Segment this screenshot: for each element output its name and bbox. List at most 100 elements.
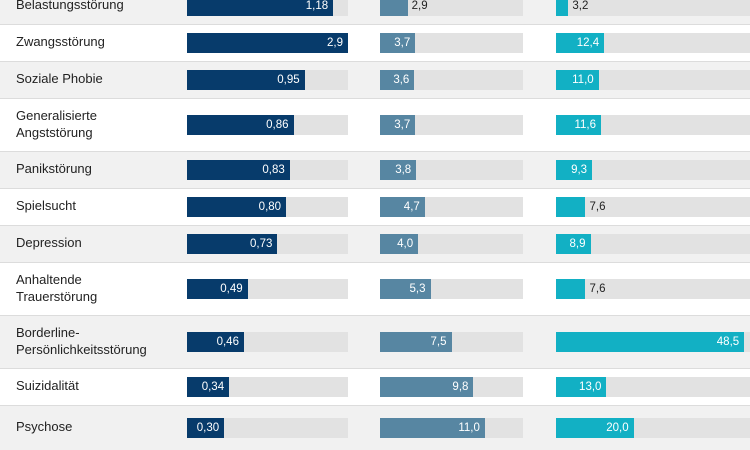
row-divider xyxy=(0,98,750,99)
bar-track: 0,86 xyxy=(187,115,348,135)
row-label-line: Suizidalität xyxy=(16,378,79,394)
row-label-text: Generalisierte Angststörung xyxy=(16,108,97,141)
bar-track: 2,9 xyxy=(380,0,523,16)
bar xyxy=(380,115,416,135)
bar xyxy=(187,115,294,135)
bar-track: 0,95 xyxy=(187,70,348,90)
bar-track: 11,6 xyxy=(556,115,750,135)
bar xyxy=(556,279,586,299)
row-label-text: Zwangsstörung xyxy=(16,34,105,51)
row-divider xyxy=(0,368,750,369)
bar-track: 4,7 xyxy=(380,197,523,217)
row-label-text: Borderline- Persönlichkeitsstörung xyxy=(16,325,147,358)
bar-value-label: 13,0 xyxy=(579,381,602,393)
row-divider xyxy=(0,151,750,152)
bar xyxy=(187,377,230,397)
row-label: Generalisierte Angststörung xyxy=(16,98,176,151)
bar xyxy=(556,115,601,135)
bar-value-label: 8,9 xyxy=(569,238,586,250)
row-label: Suizidalität xyxy=(16,368,176,405)
bar xyxy=(380,377,474,397)
row-label-line: Depression xyxy=(16,235,82,251)
row-label-line: Anhaltende xyxy=(16,272,82,287)
bar xyxy=(187,33,348,53)
bar xyxy=(556,33,605,53)
bar-track: 3,8 xyxy=(380,160,523,180)
bar xyxy=(380,70,415,90)
row-label: Zwangsstörung xyxy=(16,24,176,61)
bar-track: 12,4 xyxy=(556,33,750,53)
bar xyxy=(556,0,569,16)
bar xyxy=(556,234,591,254)
row-label: Psychose xyxy=(16,405,176,450)
bar-track: 0,34 xyxy=(187,377,348,397)
bar-value-label: 5,3 xyxy=(409,283,426,295)
bar-value-label: 0,95 xyxy=(277,74,300,86)
row-label-text: Psychose xyxy=(16,419,72,436)
bar xyxy=(556,197,586,217)
bar-track: 3,7 xyxy=(380,33,523,53)
row-label-line: Soziale Phobie xyxy=(16,71,103,87)
row-divider xyxy=(0,315,750,316)
bar-value-label: 11,0 xyxy=(458,422,480,434)
bar xyxy=(380,332,452,352)
bar xyxy=(556,377,607,397)
bar-track: 3,6 xyxy=(380,70,523,90)
bar xyxy=(556,332,745,352)
row-label-text: Suizidalität xyxy=(16,378,79,395)
row-label-line: Belastungsstörung xyxy=(16,0,124,13)
row-label-line: Spielsucht xyxy=(16,198,76,214)
row-label-line: Psychose xyxy=(16,419,73,435)
bar-value-label: 3,2 xyxy=(572,0,589,12)
row-label: Borderline- Persönlichkeitsstörung xyxy=(16,315,176,368)
bar xyxy=(380,234,419,254)
row-label-line: Borderline- xyxy=(16,325,80,340)
row-label-line: Trauerstörung xyxy=(16,288,98,304)
bar-track: 0,80 xyxy=(187,197,348,217)
bar-value-label: 0,30 xyxy=(196,422,220,434)
bar-value-label: 11,0 xyxy=(572,74,594,86)
bar-track: 8,9 xyxy=(556,234,750,254)
bar-track: 0,46 xyxy=(187,332,348,352)
bar-value-label: 20,0 xyxy=(606,422,629,434)
bar-value-label: 3,8 xyxy=(395,164,412,176)
row-label-line: Angststörung xyxy=(16,124,93,140)
row-label-text: Panikstörung xyxy=(16,161,92,178)
bar-value-label: 0,73 xyxy=(250,238,273,250)
row-label-text: Anhaltende Trauerstörung xyxy=(16,272,97,305)
bar-value-label: 9,3 xyxy=(571,164,588,176)
bar-track: 0,83 xyxy=(187,160,348,180)
bar-value-label: 4,7 xyxy=(403,201,420,213)
row-label-text: Depression xyxy=(16,235,82,252)
bar xyxy=(187,197,287,217)
bar xyxy=(187,0,334,16)
bar-value-label: 0,34 xyxy=(201,381,225,393)
bar xyxy=(187,279,248,299)
row-label: Soziale Phobie xyxy=(16,61,176,98)
bar xyxy=(380,279,431,299)
bar-track: 9,3 xyxy=(556,160,750,180)
row-divider xyxy=(0,188,750,189)
bar xyxy=(187,70,305,90)
row-label-line: Generalisierte xyxy=(16,108,97,123)
row-label: Anhaltende Trauerstörung xyxy=(16,262,176,315)
row-label: Depression xyxy=(16,225,176,262)
bar xyxy=(380,33,416,53)
bar-value-label: 9,8 xyxy=(452,381,469,393)
bar-value-label: 0,46 xyxy=(216,336,239,348)
bar-value-label: 2,9 xyxy=(327,37,343,49)
bar-track: 5,3 xyxy=(380,279,523,299)
bar-track: 1,18 xyxy=(187,0,348,16)
bar-track: 3,2 xyxy=(556,0,750,16)
row-label: Panikstörung xyxy=(16,151,176,188)
bar-value-label: 7,6 xyxy=(589,201,606,213)
row-label: Spielsucht xyxy=(16,188,176,225)
bar xyxy=(187,234,278,254)
bar-value-label: 48,5 xyxy=(716,336,740,348)
bar-track: 20,0 xyxy=(556,418,750,438)
bar-value-label: 3,7 xyxy=(394,37,411,49)
row-label-text: Spielsucht xyxy=(16,198,76,215)
bar-track: 9,8 xyxy=(380,377,523,397)
bar-track: 2,9 xyxy=(187,33,348,53)
